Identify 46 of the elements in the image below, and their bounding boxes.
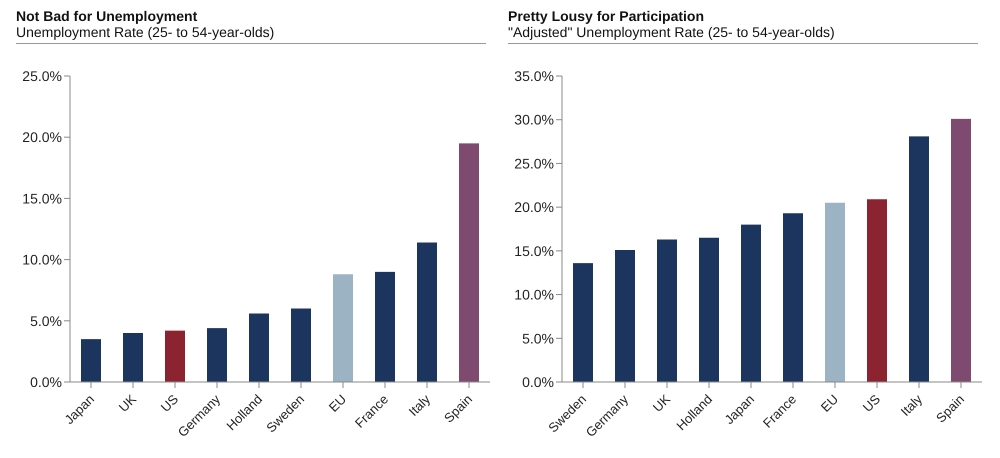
bar bbox=[783, 213, 803, 382]
chart-title: Not Bad for Unemployment bbox=[16, 8, 198, 24]
chart-title: Pretty Lousy for Participation bbox=[508, 8, 706, 24]
chart-subtitle: Unemployment Rate (25- to 54-year-olds) bbox=[16, 24, 486, 44]
bar bbox=[375, 272, 395, 382]
bar bbox=[417, 242, 437, 382]
chart-subtitle: "Adjusted" Unemployment Rate (25- to 54-year-olds) bbox=[508, 24, 978, 44]
y-tick-label: 10.0% bbox=[22, 252, 62, 268]
bar bbox=[249, 313, 269, 382]
y-tick-label: 10.0% bbox=[514, 286, 554, 303]
x-tick-label: Italy bbox=[898, 391, 926, 419]
y-tick-label: 25.0% bbox=[22, 68, 62, 84]
y-tick-label: 35.0% bbox=[514, 68, 554, 84]
y-tick-label: 5.0% bbox=[30, 312, 62, 329]
bar bbox=[123, 333, 143, 382]
bar bbox=[867, 199, 887, 382]
bar bbox=[291, 308, 311, 382]
y-tick-label: 25.0% bbox=[514, 155, 554, 172]
bar bbox=[909, 136, 929, 382]
y-tick-label: 30.0% bbox=[514, 112, 554, 128]
y-tick-label: 0.0% bbox=[30, 374, 62, 390]
y-tick-label: 15.0% bbox=[22, 190, 62, 206]
x-tick-label: US bbox=[158, 391, 182, 415]
x-tick-label: Italy bbox=[406, 391, 434, 419]
bar bbox=[657, 239, 677, 382]
bar bbox=[81, 339, 101, 382]
y-tick-label: 20.0% bbox=[22, 129, 62, 146]
bar bbox=[573, 263, 593, 382]
x-tick-label: US bbox=[860, 391, 884, 415]
bar bbox=[699, 238, 719, 382]
bar bbox=[951, 118, 971, 382]
bar bbox=[825, 202, 845, 382]
y-tick-label: 0.0% bbox=[522, 374, 554, 390]
x-tick-label: UK bbox=[650, 391, 674, 415]
bar bbox=[459, 143, 479, 382]
bar bbox=[615, 250, 635, 382]
bar bbox=[741, 224, 761, 382]
bar bbox=[165, 330, 185, 382]
bar bbox=[207, 328, 227, 382]
x-tick-label: EU bbox=[818, 392, 842, 415]
y-tick-label: 5.0% bbox=[522, 330, 554, 346]
bar bbox=[333, 274, 353, 382]
y-tick-label: 15.0% bbox=[514, 242, 554, 259]
x-tick-label: EU bbox=[326, 392, 350, 415]
x-tick-label: UK bbox=[116, 391, 140, 415]
y-tick-label: 20.0% bbox=[514, 199, 554, 216]
